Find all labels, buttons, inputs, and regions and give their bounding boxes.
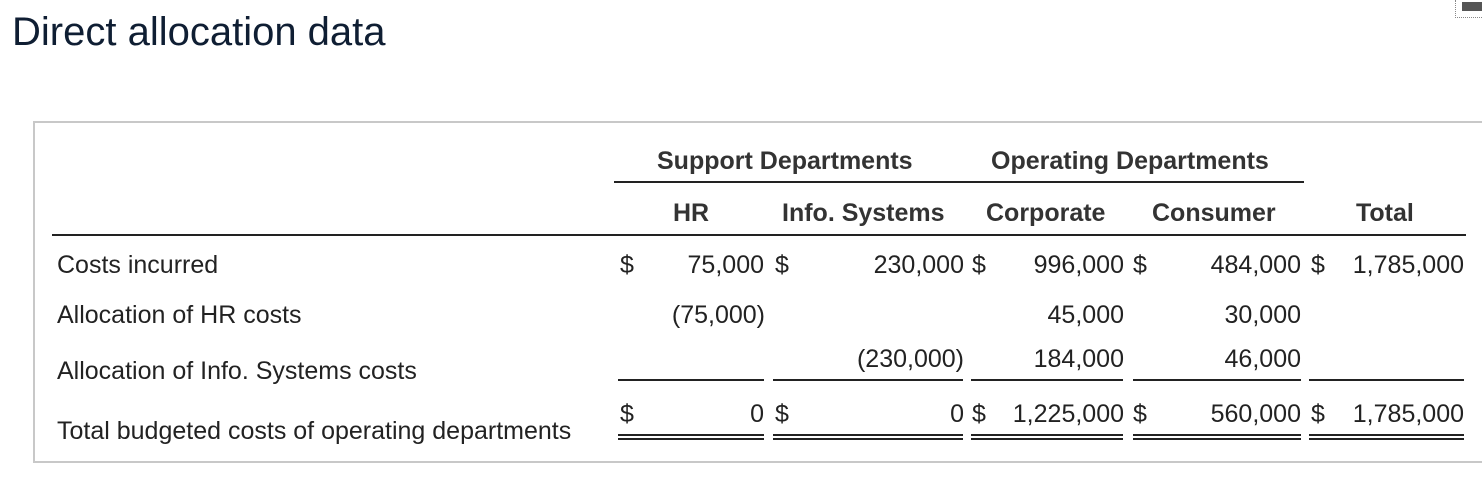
total-double-rule [971, 434, 1123, 440]
cell-total: 1,785,000 [1352, 400, 1464, 428]
total-double-rule [1133, 434, 1301, 440]
cell-consumer: 46,000 [1224, 345, 1301, 373]
cell-total: 1,785,000 [1352, 251, 1464, 279]
group-underline [614, 181, 1304, 183]
cell-corporate: 1,225,000 [1012, 400, 1124, 428]
cell-consumer: 484,000 [1210, 251, 1301, 279]
currency-symbol: $ [1311, 251, 1325, 279]
col-header-hr: HR [673, 199, 710, 227]
cell-consumer: 30,000 [1224, 301, 1301, 329]
subtotal-rule [618, 379, 764, 381]
header-operating-departments: Operating Departments [991, 147, 1269, 175]
currency-symbol: $ [1133, 251, 1147, 279]
page-title: Direct allocation data [12, 10, 386, 54]
subtotal-rule [773, 379, 963, 381]
row-label-costs-incurred: Costs incurred [57, 251, 219, 279]
row-label-allocation-hr: Allocation of HR costs [57, 301, 302, 329]
cell-info-systems: 0 [950, 400, 964, 428]
currency-symbol: $ [620, 251, 634, 279]
cell-hr: 0 [750, 400, 764, 428]
cell-corporate: 184,000 [1033, 345, 1124, 373]
currency-symbol: $ [972, 400, 986, 428]
allocation-table [33, 121, 1482, 463]
subtotal-rule [971, 379, 1123, 381]
currency-symbol: $ [620, 400, 634, 428]
subtotal-rule [1133, 379, 1301, 381]
cell-hr: (75,000) [671, 301, 765, 329]
total-double-rule [618, 434, 764, 440]
cell-info-systems: 230,000 [873, 251, 964, 279]
header-rule [52, 234, 1466, 236]
currency-symbol: $ [775, 400, 789, 428]
row-label-allocation-info-systems: Allocation of Info. Systems costs [57, 357, 417, 385]
total-double-rule [773, 434, 963, 440]
cell-info-systems: (230,000) [856, 345, 964, 373]
currency-symbol: $ [972, 251, 986, 279]
cell-hr: 75,000 [687, 251, 764, 279]
col-header-total: Total [1356, 199, 1414, 227]
currency-symbol: $ [1133, 400, 1147, 428]
cell-corporate: 996,000 [1033, 251, 1124, 279]
col-header-info-systems: Info. Systems [782, 199, 945, 227]
total-double-rule [1309, 434, 1464, 440]
subtotal-rule [1309, 379, 1464, 381]
currency-symbol: $ [1311, 400, 1325, 428]
row-label-total-budgeted: Total budgeted costs of operating depart… [57, 417, 572, 445]
col-header-consumer: Consumer [1152, 199, 1276, 227]
cell-consumer: 560,000 [1210, 400, 1301, 428]
col-header-corporate: Corporate [986, 199, 1106, 227]
minimize-icon[interactable] [1455, 0, 1482, 18]
currency-symbol: $ [775, 251, 789, 279]
cell-corporate: 45,000 [1047, 301, 1124, 329]
header-support-departments: Support Departments [657, 147, 913, 175]
